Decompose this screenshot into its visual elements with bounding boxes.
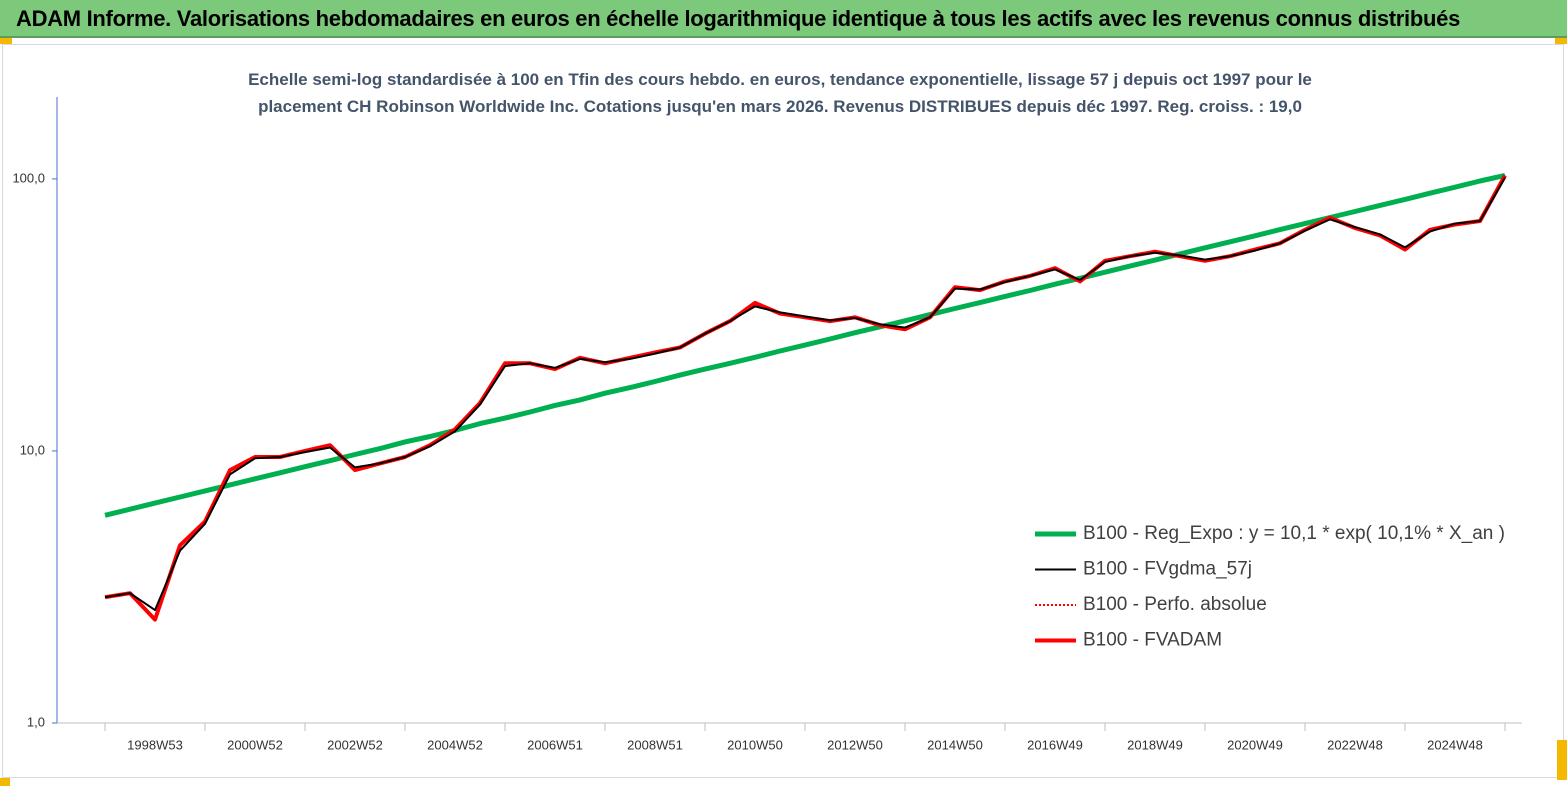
- series-line: [104, 177, 1506, 612]
- banner: ADAM Informe. Valorisations hebdomadaire…: [0, 0, 1567, 38]
- series-line: [104, 174, 1506, 621]
- x-tick-label: 2006W51: [527, 737, 583, 752]
- x-tick-label: 2018W49: [1127, 737, 1183, 752]
- chart-frame: [2, 44, 1564, 778]
- x-tick-label: 2022W48: [1327, 737, 1383, 752]
- x-tick-label: 2010W50: [727, 737, 783, 752]
- x-tick-label: 2000W52: [227, 737, 283, 752]
- legend-label: B100 - FVADAM: [1083, 630, 1222, 651]
- legend-label: B100 - Reg_Expo : y = 10,1 * exp( 10,1% …: [1083, 523, 1505, 544]
- chart-title: Echelle semi-log standardisée à 100 en T…: [248, 70, 1312, 116]
- header-title: ADAM Informe. Valorisations hebdomadaire…: [16, 6, 1461, 31]
- y-tick-label: 10,0: [20, 442, 45, 457]
- x-tick-label: 2008W51: [627, 737, 683, 752]
- x-tick-label: 2014W50: [927, 737, 983, 752]
- corner: [0, 38, 12, 44]
- y-tick-label: 1,0: [27, 714, 45, 729]
- corner: [1557, 740, 1567, 780]
- x-tick-label: 2016W49: [1027, 737, 1083, 752]
- x-tick-label: 2012W50: [827, 737, 883, 752]
- y-tick-label: 100,0: [12, 170, 45, 185]
- x-tick-label: 2004W52: [427, 737, 483, 752]
- x-tick-label: 2002W52: [327, 737, 383, 752]
- legend-label: B100 - Perfo. absolue: [1083, 594, 1267, 615]
- legend-label: B100 - FVgdma_57j: [1083, 559, 1252, 580]
- series-line: [104, 172, 1506, 518]
- corner: [0, 778, 10, 786]
- corner: [1555, 38, 1567, 44]
- x-tick-label: 2024W48: [1427, 737, 1483, 752]
- x-tick-label: 2020W49: [1227, 737, 1283, 752]
- series-line: [104, 174, 1507, 622]
- x-tick-label: 1998W53: [127, 737, 183, 752]
